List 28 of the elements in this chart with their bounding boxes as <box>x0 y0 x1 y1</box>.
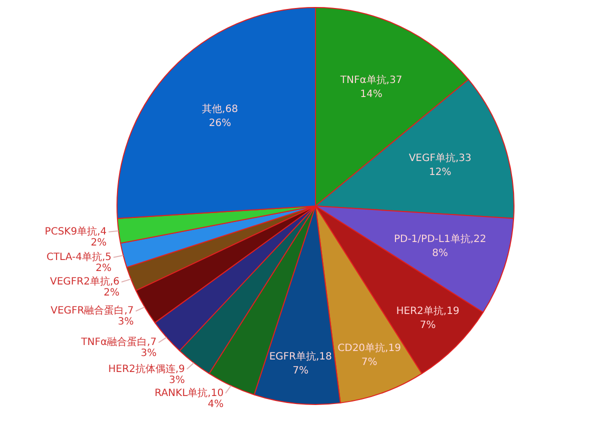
data-label: 7% <box>420 320 436 331</box>
slice-label: EGFR单抗,18 <box>269 350 332 363</box>
slice-label: 其他,68 <box>202 102 238 115</box>
slice-label: HER2单抗,19 <box>396 304 460 317</box>
slice-label: RANKL单抗,10 <box>154 386 224 399</box>
slice-label: PD-1/PD-L1单抗,22 <box>394 233 486 246</box>
data-label: 3% <box>169 374 185 386</box>
data-label: 3% <box>140 348 157 360</box>
slice-label: TNFα单抗,37 <box>339 74 402 86</box>
data-label: 2% <box>90 237 107 248</box>
slice-label: PCSK9单抗,4 <box>44 225 107 238</box>
data-label: 4% <box>208 398 224 410</box>
slice-label: CD20单抗,19 <box>338 342 401 354</box>
data-label: 2% <box>104 288 120 299</box>
slice-label: HER2抗体偶连,9 <box>108 362 185 375</box>
slice-label: VEGF单抗,33 <box>408 152 472 164</box>
data-label: 14% <box>360 89 382 100</box>
slice-label: VEGFR2单抗,6 <box>50 276 120 288</box>
data-label: 2% <box>96 262 112 274</box>
data-label: 7% <box>292 366 308 377</box>
data-label: 3% <box>118 316 134 328</box>
slice-label: VEGFR融合蛋白,7 <box>50 304 134 317</box>
slice-label: CTLA-4单抗,5 <box>46 250 112 263</box>
data-label: 8% <box>432 248 448 260</box>
data-label: 26% <box>208 118 232 129</box>
data-label: 7% <box>361 357 378 368</box>
data-label: 12% <box>428 167 452 178</box>
slice-label: TNFα融合蛋白,7 <box>80 336 157 348</box>
